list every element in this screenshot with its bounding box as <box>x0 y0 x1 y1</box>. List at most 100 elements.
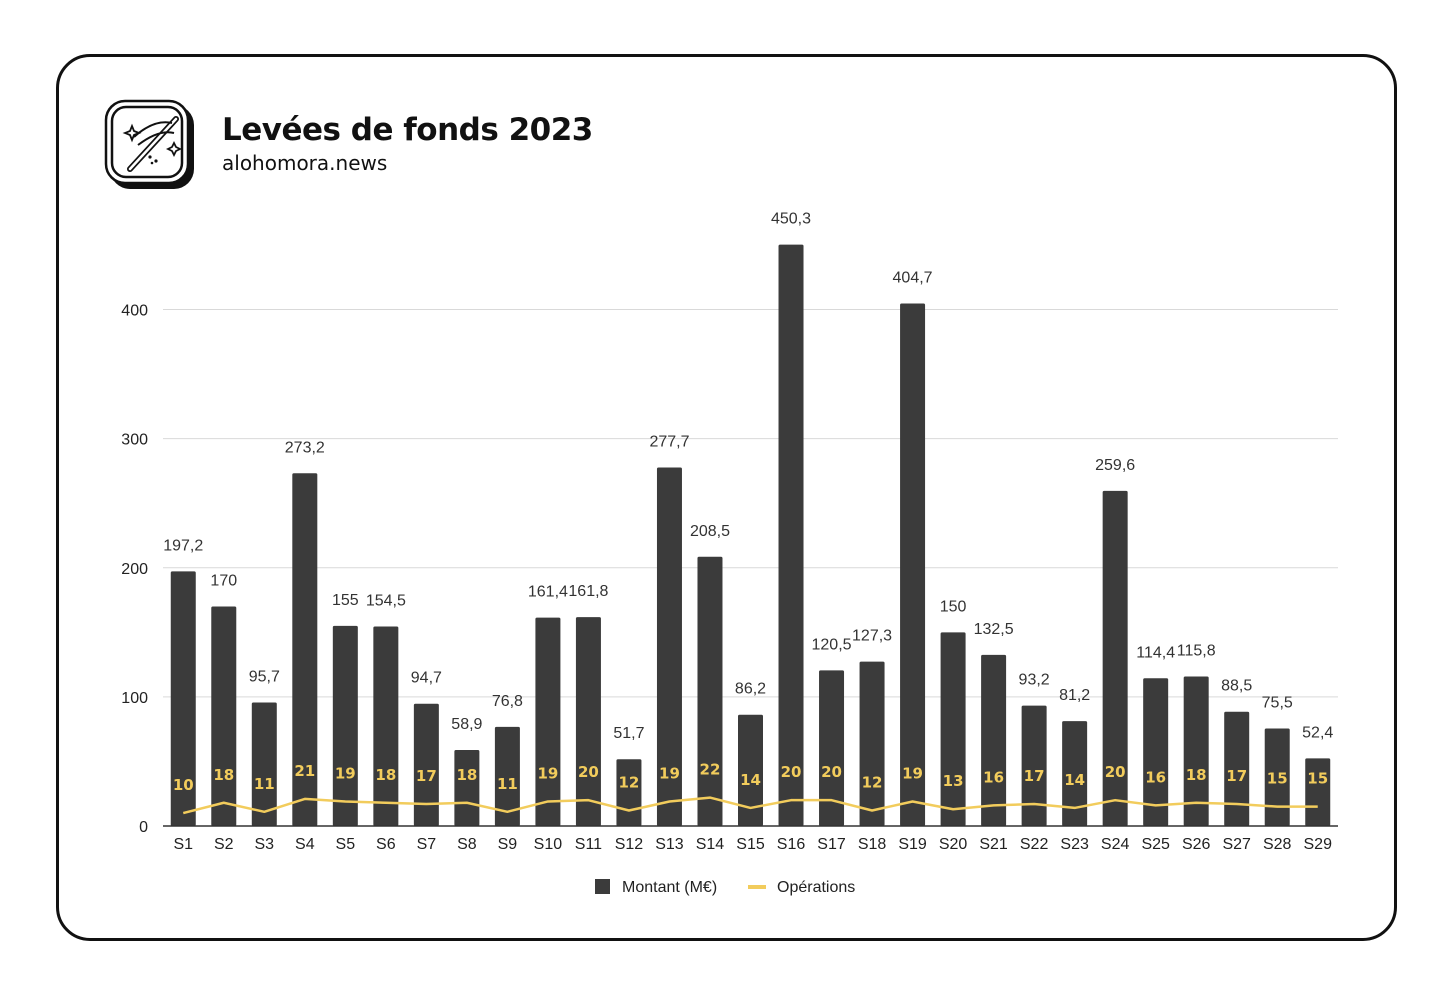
x-tick-label: S17 <box>817 836 846 853</box>
bar-value-label: 259,6 <box>1095 457 1135 474</box>
bar-value-label: 52,4 <box>1302 724 1333 741</box>
bar <box>535 617 561 826</box>
x-tick-label: S25 <box>1141 836 1170 853</box>
operations-value-label: 19 <box>537 764 558 782</box>
bar <box>940 632 966 826</box>
bar-value-label: 86,2 <box>735 681 766 698</box>
bar-value-label: 88,5 <box>1221 678 1252 695</box>
bar <box>859 661 885 826</box>
legend-label-montant: Montant (M€) <box>622 879 717 896</box>
x-tick-label: S27 <box>1222 836 1251 853</box>
bar <box>1062 721 1088 826</box>
x-tick-label: S13 <box>655 836 684 853</box>
bar-value-label: 95,7 <box>249 668 280 685</box>
bar-value-label: 208,5 <box>690 523 730 540</box>
x-tick-label: S10 <box>534 836 563 853</box>
bar-value-label: 58,9 <box>451 716 482 733</box>
bar <box>494 726 520 826</box>
x-tick-label: S18 <box>858 836 887 853</box>
x-tick-label: S20 <box>939 836 968 853</box>
operations-value-label: 19 <box>659 764 680 782</box>
operations-value-label: 20 <box>781 763 802 781</box>
y-tick-label: 400 <box>121 303 148 320</box>
bar <box>1143 678 1169 826</box>
operations-value-label: 14 <box>1064 771 1085 789</box>
bar-value-label: 150 <box>940 598 967 615</box>
bar-value-label: 93,2 <box>1019 672 1050 689</box>
bar <box>819 670 845 826</box>
bar <box>1021 705 1047 826</box>
operations-value-label: 16 <box>1145 768 1166 786</box>
x-tick-label: S7 <box>417 836 437 853</box>
bar <box>454 749 480 826</box>
operations-value-label: 18 <box>375 766 396 784</box>
bar-value-label: 161,4 <box>528 584 568 601</box>
y-tick-label: 200 <box>121 561 148 578</box>
bar <box>211 606 237 826</box>
x-tick-label: S14 <box>696 836 725 853</box>
operations-value-label: 11 <box>497 775 518 793</box>
operations-value-label: 11 <box>254 775 275 793</box>
x-tick-label: S1 <box>173 836 193 853</box>
x-tick-label: S21 <box>979 836 1008 853</box>
operations-value-label: 18 <box>456 766 477 784</box>
x-tick-label: S9 <box>498 836 518 853</box>
y-tick-label: 100 <box>121 690 148 707</box>
x-tick-label: S2 <box>214 836 234 853</box>
bar <box>1102 490 1128 826</box>
operations-value-label: 20 <box>578 763 599 781</box>
operations-value-label: 18 <box>213 766 234 784</box>
x-tick-label: S8 <box>457 836 477 853</box>
bar-value-label: 197,2 <box>163 537 203 554</box>
bar-value-label: 404,7 <box>893 269 933 286</box>
x-tick-label: S6 <box>376 836 396 853</box>
bar <box>1264 728 1290 826</box>
bar <box>738 714 763 826</box>
x-tick-label: S16 <box>777 836 806 853</box>
bar <box>656 467 682 826</box>
bar <box>616 759 642 826</box>
operations-value-label: 14 <box>740 771 761 789</box>
bar <box>373 626 399 826</box>
magic-wand-icon <box>104 99 194 189</box>
bar-value-label: 114,4 <box>1136 644 1175 661</box>
bar-value-label: 127,3 <box>852 628 892 645</box>
bar-value-label: 170 <box>210 573 237 590</box>
bar-value-label: 450,3 <box>771 211 811 228</box>
bar <box>170 571 196 826</box>
operations-line <box>182 796 1318 815</box>
x-tick-label: S24 <box>1101 836 1130 853</box>
operations-value-label: 17 <box>1024 767 1045 785</box>
bar <box>778 244 804 826</box>
bar <box>575 617 601 826</box>
operations-value-label: 21 <box>294 762 315 780</box>
legend-swatch-montant <box>595 879 610 894</box>
bar-value-label: 273,2 <box>285 439 325 456</box>
bar-value-label: 94,7 <box>411 670 442 687</box>
x-tick-label: S23 <box>1060 836 1089 853</box>
x-tick-label: S26 <box>1182 836 1211 853</box>
chart-title: Levées de fonds 2023 <box>222 112 593 148</box>
x-tick-label: S28 <box>1263 836 1292 853</box>
operations-value-label: 12 <box>862 774 883 792</box>
bar-value-label: 120,5 <box>812 636 852 653</box>
logo <box>104 99 196 191</box>
x-tick-label: S19 <box>898 836 927 853</box>
bar-value-label: 75,5 <box>1262 695 1293 712</box>
operations-value-label: 17 <box>416 767 437 785</box>
operations-value-label: 12 <box>619 774 640 792</box>
bar-value-label: 154,5 <box>366 593 406 610</box>
chart-card <box>56 54 1397 941</box>
bar-value-label: 155 <box>332 592 359 609</box>
bar <box>292 473 318 826</box>
operations-value-label: 19 <box>902 764 923 782</box>
bar <box>981 654 1007 826</box>
operations-value-label: 19 <box>335 764 356 782</box>
y-tick-label: 300 <box>121 432 148 449</box>
y-tick-label: 0 <box>139 819 148 836</box>
bar <box>697 556 723 826</box>
operations-value-label: 22 <box>700 761 721 779</box>
x-tick-label: S5 <box>336 836 356 853</box>
bar <box>413 703 439 826</box>
